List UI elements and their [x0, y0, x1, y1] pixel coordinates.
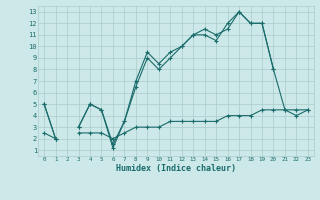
- X-axis label: Humidex (Indice chaleur): Humidex (Indice chaleur): [116, 164, 236, 173]
